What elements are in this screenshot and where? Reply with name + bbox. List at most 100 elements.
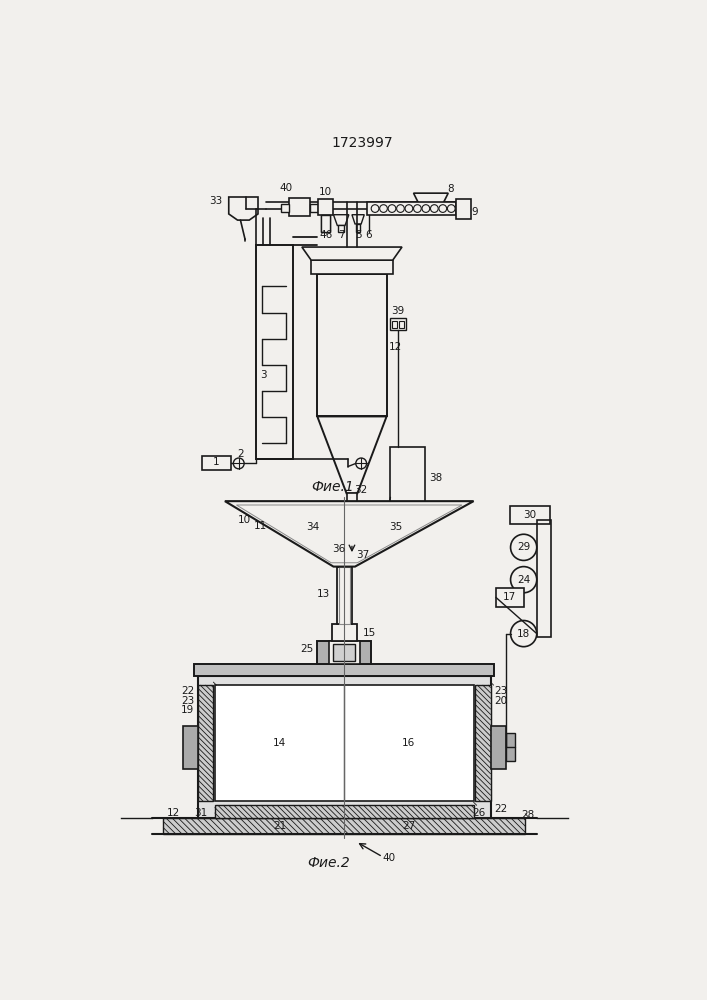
Text: Фие.1: Фие.1 xyxy=(311,480,354,494)
Bar xyxy=(491,726,506,769)
Text: 21: 21 xyxy=(273,821,286,831)
Text: 25: 25 xyxy=(300,644,313,654)
Bar xyxy=(510,506,550,524)
Ellipse shape xyxy=(405,205,413,212)
Text: 14: 14 xyxy=(273,738,286,748)
Bar xyxy=(339,567,350,624)
Text: Фие.2: Фие.2 xyxy=(308,856,350,870)
Bar xyxy=(356,224,361,232)
Bar xyxy=(329,641,360,664)
Bar xyxy=(390,447,425,509)
Ellipse shape xyxy=(422,205,430,212)
Text: 35: 35 xyxy=(389,522,402,532)
Text: 46: 46 xyxy=(319,230,332,240)
Ellipse shape xyxy=(388,205,396,212)
Text: 39: 39 xyxy=(392,306,405,316)
Text: 9: 9 xyxy=(472,207,479,217)
Text: 20: 20 xyxy=(494,696,508,706)
Text: 2: 2 xyxy=(238,449,245,459)
Circle shape xyxy=(510,620,537,647)
Bar xyxy=(337,567,352,624)
Polygon shape xyxy=(229,197,258,220)
Text: 34: 34 xyxy=(306,522,320,532)
Text: 6: 6 xyxy=(366,230,372,240)
Ellipse shape xyxy=(371,205,379,212)
Bar xyxy=(324,531,385,536)
Polygon shape xyxy=(302,247,402,260)
Ellipse shape xyxy=(397,205,404,212)
Text: 10: 10 xyxy=(238,515,251,525)
Polygon shape xyxy=(317,416,387,493)
Bar xyxy=(390,318,406,330)
Circle shape xyxy=(510,567,537,593)
Bar xyxy=(182,726,198,769)
Text: 22: 22 xyxy=(181,686,194,696)
Bar xyxy=(456,199,472,219)
Bar xyxy=(311,260,393,274)
Text: 12: 12 xyxy=(167,808,180,818)
Text: 23: 23 xyxy=(181,696,194,706)
Ellipse shape xyxy=(439,205,447,212)
Text: 18: 18 xyxy=(517,629,530,639)
Bar xyxy=(215,685,474,801)
Text: 23: 23 xyxy=(494,686,508,696)
Bar xyxy=(537,520,551,637)
Circle shape xyxy=(233,458,244,469)
Bar xyxy=(194,664,494,676)
Ellipse shape xyxy=(431,205,438,212)
Polygon shape xyxy=(225,501,474,567)
Bar xyxy=(256,245,293,459)
Bar xyxy=(288,198,310,216)
Bar xyxy=(201,456,231,470)
Polygon shape xyxy=(334,215,349,225)
Text: 26: 26 xyxy=(472,808,486,818)
Text: 22: 22 xyxy=(494,804,508,814)
Text: 13: 13 xyxy=(317,589,330,599)
Ellipse shape xyxy=(414,205,421,212)
Text: 19: 19 xyxy=(181,705,194,715)
Text: 7: 7 xyxy=(338,230,344,240)
Text: 24: 24 xyxy=(517,575,530,585)
Bar xyxy=(198,676,491,818)
Ellipse shape xyxy=(380,205,387,212)
Text: 12: 12 xyxy=(390,342,402,352)
Bar xyxy=(318,199,334,215)
Text: 1: 1 xyxy=(213,457,220,467)
Bar xyxy=(475,685,491,801)
Text: 29: 29 xyxy=(517,542,530,552)
Text: 33: 33 xyxy=(209,196,223,206)
Bar xyxy=(399,321,404,328)
Polygon shape xyxy=(414,193,448,209)
Bar xyxy=(281,204,288,212)
Text: 1723997: 1723997 xyxy=(332,136,394,150)
Ellipse shape xyxy=(448,205,455,212)
Text: 40: 40 xyxy=(382,853,395,863)
Bar xyxy=(368,202,456,215)
Bar xyxy=(198,685,214,801)
Text: 8: 8 xyxy=(448,184,454,194)
Text: 38: 38 xyxy=(429,473,442,483)
Bar xyxy=(317,641,371,664)
Text: 5: 5 xyxy=(355,230,361,240)
Text: 16: 16 xyxy=(402,738,416,748)
Circle shape xyxy=(356,458,366,469)
Text: 37: 37 xyxy=(356,550,369,560)
Text: 31: 31 xyxy=(194,808,207,818)
Bar xyxy=(346,493,357,513)
Polygon shape xyxy=(352,215,364,224)
Text: 17: 17 xyxy=(503,592,516,602)
Bar xyxy=(392,321,397,328)
Text: 3: 3 xyxy=(260,370,267,380)
Bar xyxy=(215,805,474,818)
Text: 28: 28 xyxy=(521,810,534,820)
Bar xyxy=(496,588,524,607)
Bar xyxy=(338,225,344,232)
Bar xyxy=(310,204,318,212)
Text: 36: 36 xyxy=(332,544,346,554)
Bar xyxy=(334,644,355,661)
Circle shape xyxy=(510,534,537,560)
Bar xyxy=(324,524,385,529)
Text: 30: 30 xyxy=(523,510,537,520)
Bar xyxy=(324,517,385,522)
Bar xyxy=(321,215,330,232)
